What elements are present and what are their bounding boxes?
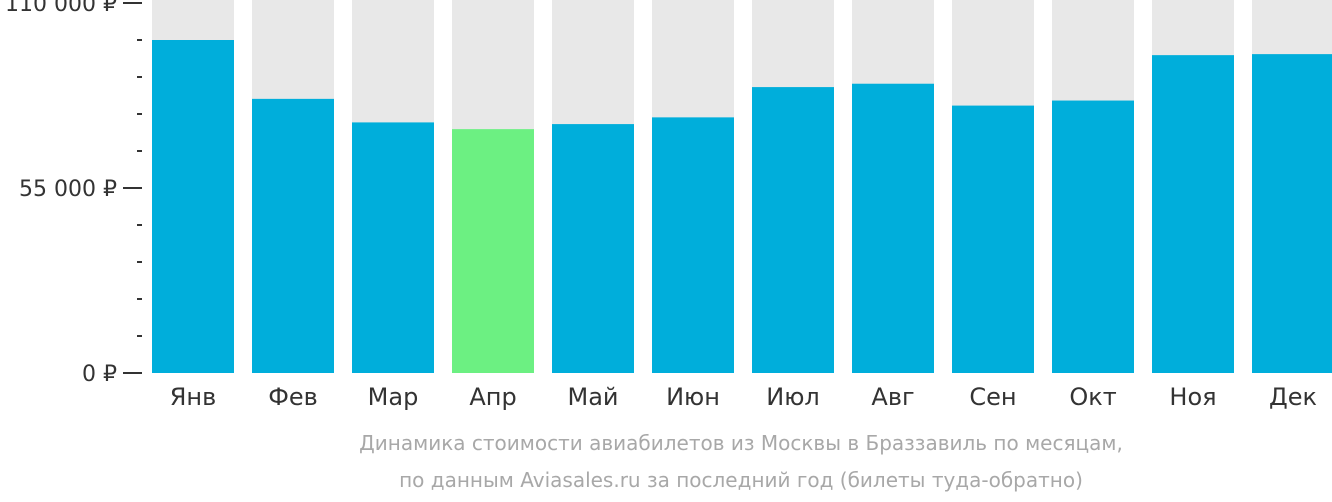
chart-caption-line-2: по данным Aviasales.ru за последний год … [399, 468, 1083, 492]
bar-9[interactable] [952, 105, 1034, 373]
bar-7[interactable] [752, 87, 834, 373]
x-tick-label: Апр [469, 383, 516, 411]
bar-2[interactable] [252, 98, 334, 373]
x-tick-label: Фев [268, 383, 318, 411]
chart-caption-line-1: Динамика стоимости авиабилетов из Москвы… [359, 431, 1123, 455]
y-tick-label: 0 ₽ [82, 362, 117, 387]
x-tick-label: Мар [368, 383, 419, 411]
x-tick-label: Сен [969, 383, 1016, 411]
x-tick-label: Май [567, 383, 618, 411]
bar-3[interactable] [352, 122, 434, 373]
x-tick-label: Авг [871, 383, 914, 411]
y-tick-label: 55 000 ₽ [19, 177, 117, 202]
x-tick-label: Июл [766, 383, 820, 411]
x-axis-labels: Янв Фев Мар Апр Май Июн Июл Авг Сен Окт Ноя Дек [170, 383, 1317, 411]
x-tick-label: Ноя [1169, 383, 1216, 411]
x-tick-label: Янв [170, 383, 217, 411]
bar-12[interactable] [1252, 54, 1332, 374]
bar-5[interactable] [552, 124, 634, 373]
y-axis: 0 ₽ 55 000 ₽ 110 000 ₽ [5, 0, 142, 387]
bar-6[interactable] [652, 117, 734, 373]
y-tick-label: 110 000 ₽ [5, 0, 117, 17]
x-tick-label: Окт [1069, 383, 1116, 411]
x-tick-label: Дек [1269, 383, 1317, 411]
bar-4[interactable] [452, 129, 534, 373]
x-tick-label: Июн [666, 383, 720, 411]
bar-8[interactable] [852, 83, 934, 374]
bars [152, 40, 1332, 374]
bar-1[interactable] [152, 40, 234, 373]
bar-11[interactable] [1152, 55, 1234, 374]
bar-10[interactable] [1052, 100, 1134, 373]
